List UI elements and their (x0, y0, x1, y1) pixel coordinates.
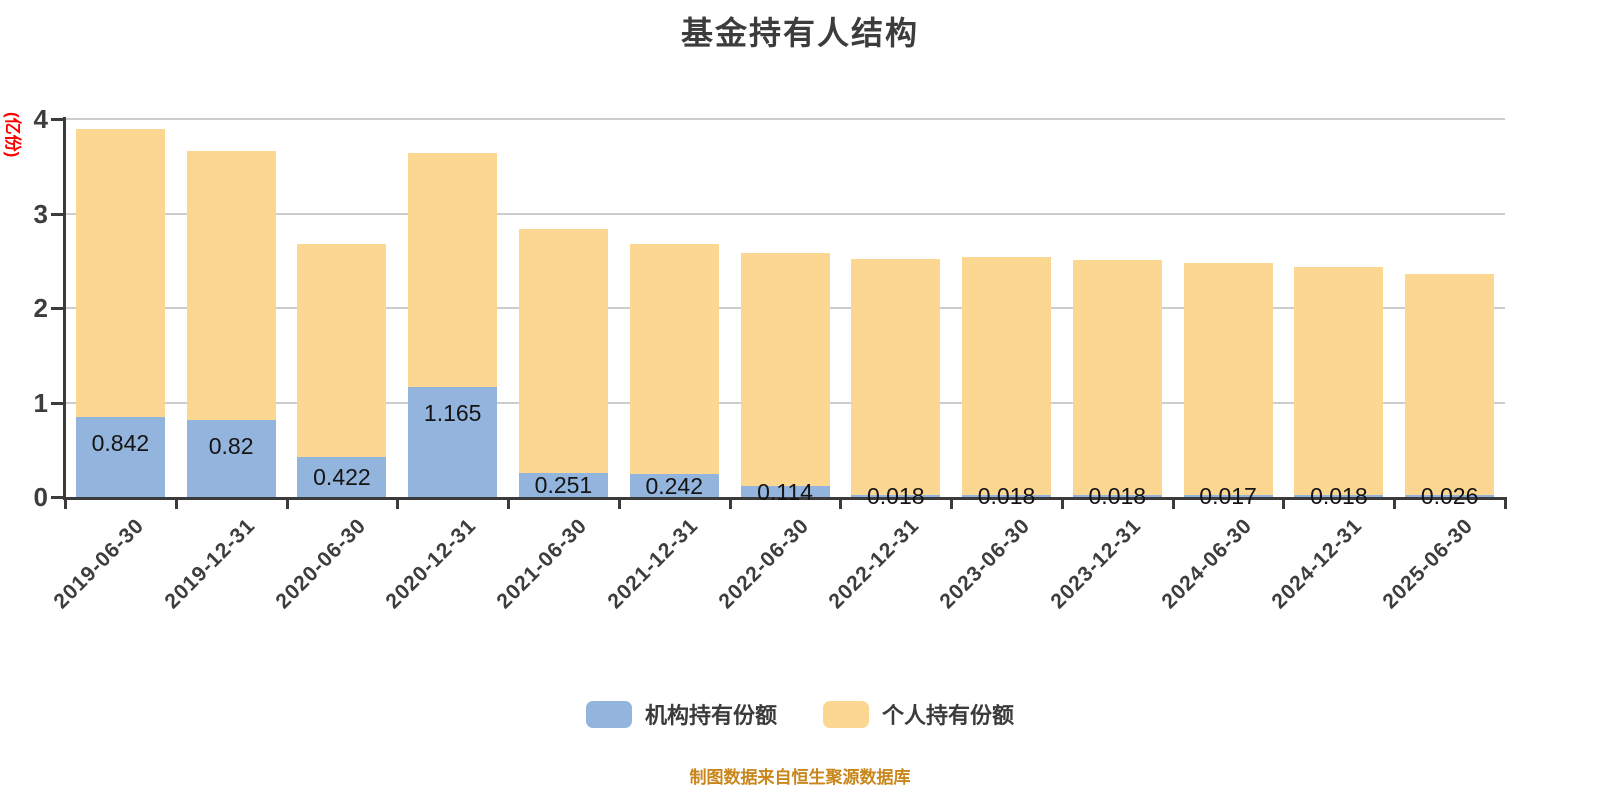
bar-personal-2022-06-30[interactable] (740, 252, 830, 487)
x-axis-category-2022-06-30: 2022-06-30 (713, 514, 814, 614)
x-axis-category-2025-06-30: 2025-06-30 (1378, 514, 1478, 614)
x-axis-category-2023-06-30: 2023-06-30 (935, 514, 1035, 614)
bar-value-label-2024-06-30: 0.017 (1199, 483, 1257, 510)
x-axis-category-2019-06-30: 2019-06-30 (49, 514, 149, 614)
y-axis-tick-4 (51, 118, 65, 121)
x-axis-category-2020-12-31: 2020-12-31 (381, 514, 481, 614)
bar-personal-2020-12-31[interactable] (408, 152, 498, 387)
bar-value-label-2021-12-31: 0.242 (645, 472, 703, 499)
legend-label-personal: 个人持有份额 (882, 703, 1015, 728)
bar-personal-2019-12-31[interactable] (186, 151, 276, 420)
bar-institutional-2024-06-30[interactable] (1183, 495, 1273, 497)
bar-personal-2021-06-30[interactable] (518, 229, 608, 474)
bar-institutional-2021-06-30[interactable] (518, 473, 608, 497)
x-axis-tick (396, 497, 400, 509)
x-axis-tick (285, 497, 289, 509)
y-axis-tick-1 (51, 401, 65, 405)
x-axis-tick (1060, 497, 1064, 509)
bar-institutional-2023-06-30[interactable] (962, 495, 1052, 497)
x-axis-category-2024-12-31: 2024-12-31 (1267, 514, 1368, 614)
bar-value-label-2022-12-31: 0.018 (866, 483, 925, 510)
bar-personal-2025-06-30[interactable] (1405, 274, 1495, 495)
bar-institutional-2024-12-31[interactable] (1294, 495, 1384, 497)
bar-institutional-2019-06-30[interactable] (75, 417, 165, 497)
x-axis-line (63, 497, 1507, 500)
y-axis-line (63, 117, 66, 500)
legend-label-institutional: 机构持有份额 (644, 703, 777, 728)
x-axis-tick (1504, 497, 1507, 509)
x-axis-tick (1171, 497, 1175, 509)
x-axis-category-2023-12-31: 2023-12-31 (1046, 514, 1146, 614)
legend-swatch-personal (823, 700, 869, 728)
bar-value-label-2020-12-31: 1.165 (423, 399, 482, 426)
bar-value-label-2019-06-30: 0.842 (91, 430, 150, 457)
bar-personal-2024-06-30[interactable] (1183, 262, 1273, 496)
bar-value-label-2021-06-30: 0.251 (534, 472, 593, 499)
x-axis-tick (617, 497, 621, 509)
legend-swatch-institutional (585, 700, 632, 728)
bar-personal-2023-06-30[interactable] (962, 257, 1052, 496)
y-axis-label-4: 4 (33, 104, 48, 134)
x-axis-category-2019-12-31: 2019-12-31 (160, 514, 260, 614)
y-axis-tick-0 (51, 496, 65, 499)
x-axis-tick (728, 497, 732, 509)
bar-value-label-2025-06-30: 0.026 (1420, 482, 1479, 509)
legend-item-personal[interactable]: 个人持有份额 (823, 698, 1014, 730)
bar-personal-2019-06-30[interactable] (75, 129, 165, 418)
bar-personal-2023-12-31[interactable] (1072, 259, 1162, 496)
bar-institutional-2023-12-31[interactable] (1072, 495, 1162, 497)
bar-institutional-2020-12-31[interactable] (408, 386, 498, 497)
x-axis-tick (839, 497, 843, 509)
bar-value-label-2019-12-31: 0.82 (208, 432, 254, 459)
y-axis-label-0: 0 (33, 482, 48, 512)
x-axis-tick (1393, 497, 1397, 509)
x-axis-category-2021-06-30: 2021-06-30 (492, 514, 592, 614)
x-axis-tick (950, 497, 954, 509)
x-axis-tick (1282, 497, 1286, 509)
bar-personal-2022-12-31[interactable] (851, 259, 941, 496)
bar-personal-2021-12-31[interactable] (629, 244, 719, 475)
y-axis-tick-2 (51, 307, 65, 310)
y-axis-tick-3 (51, 212, 65, 216)
x-axis-tick (507, 497, 511, 509)
bar-institutional-2021-12-31[interactable] (629, 474, 719, 497)
y-axis-label-3: 3 (33, 198, 48, 229)
legend-item-institutional[interactable]: 机构持有份额 (585, 698, 777, 730)
bar-value-label-2024-12-31: 0.018 (1310, 483, 1368, 510)
x-axis-tick (64, 497, 67, 509)
bar-institutional-2019-12-31[interactable] (186, 419, 276, 497)
bar-personal-2024-12-31[interactable] (1294, 266, 1384, 496)
bar-institutional-2022-06-30[interactable] (740, 486, 830, 497)
x-axis-category-2022-12-31: 2022-12-31 (824, 514, 925, 614)
bar-value-label-2020-06-30: 0.422 (313, 464, 371, 491)
y-axis-label-1: 1 (33, 387, 48, 418)
chart-title: 基金持有人结构 (680, 15, 919, 51)
gridline-4 (65, 118, 1505, 120)
bar-value-label-2022-06-30: 0.114 (757, 478, 813, 505)
gridline-3 (65, 212, 1505, 215)
legend: 机构持有份额 个人持有份额 (0, 698, 1600, 730)
x-axis-tick (174, 497, 178, 509)
y-axis-label-2: 2 (33, 293, 48, 323)
x-axis-category-2020-06-30: 2020-06-30 (270, 514, 371, 614)
bar-value-label-2023-06-30: 0.018 (977, 483, 1036, 510)
data-source-note: 制图数据来自恒生聚源数据库 (689, 768, 911, 787)
x-axis-category-2024-06-30: 2024-06-30 (1157, 514, 1257, 614)
bar-institutional-2020-06-30[interactable] (297, 457, 387, 497)
bar-institutional-2025-06-30[interactable] (1405, 494, 1495, 497)
x-axis-category-2021-12-31: 2021-12-31 (603, 514, 703, 614)
bar-personal-2020-06-30[interactable] (297, 243, 387, 458)
bar-institutional-2022-12-31[interactable] (851, 495, 941, 497)
bar-value-label-2023-12-31: 0.018 (1088, 483, 1147, 510)
